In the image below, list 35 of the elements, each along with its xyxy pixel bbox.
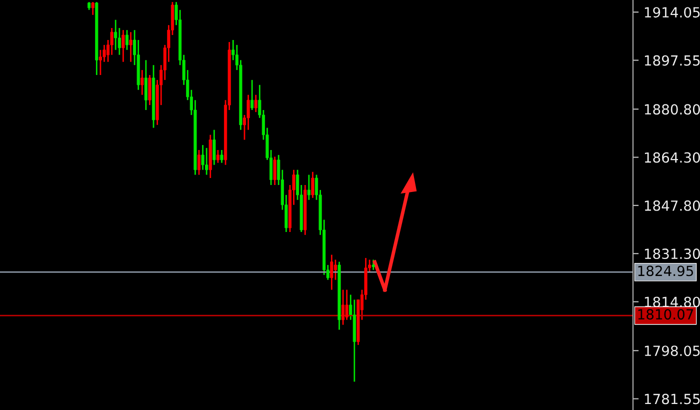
y-tick-label: 1781.55 <box>644 394 700 404</box>
candlestick <box>330 254 334 290</box>
candlestick <box>220 149 224 164</box>
candlestick <box>372 259 375 271</box>
ref-line-label: 1810.07 <box>638 309 694 320</box>
y-tick-label: 1914.05 <box>644 7 700 18</box>
candlestick <box>205 147 208 176</box>
y-tick-label: 1880.80 <box>644 104 700 115</box>
candlestick <box>307 174 310 201</box>
candlestick <box>212 129 216 166</box>
candlestick <box>125 29 129 51</box>
candlestick <box>129 31 132 63</box>
candlestick <box>197 149 201 176</box>
candlestick <box>311 171 314 199</box>
candlestick <box>140 69 144 96</box>
candlestick <box>250 79 254 111</box>
ref-line-label: 1824.95 <box>638 266 694 276</box>
candlestick <box>345 289 348 321</box>
y-tick-label: 1847.80 <box>644 200 700 211</box>
candlestick <box>122 29 125 63</box>
y-tick-label: 1864.30 <box>644 152 700 163</box>
candlestick <box>148 74 152 106</box>
candlestick <box>273 156 276 186</box>
candlestick <box>201 144 204 171</box>
candlestick <box>114 19 118 51</box>
candlestick <box>254 94 258 113</box>
candlestick <box>91 1 94 16</box>
y-tick-label: 1831.30 <box>644 248 700 260</box>
y-tick-label: 1798.05 <box>644 346 700 356</box>
candlestick <box>144 59 148 111</box>
candlestick <box>334 259 337 281</box>
y-tick-label: 1897.55 <box>644 55 700 66</box>
candlestick <box>341 289 345 326</box>
candlestick <box>98 49 102 76</box>
candlestick <box>216 149 220 164</box>
